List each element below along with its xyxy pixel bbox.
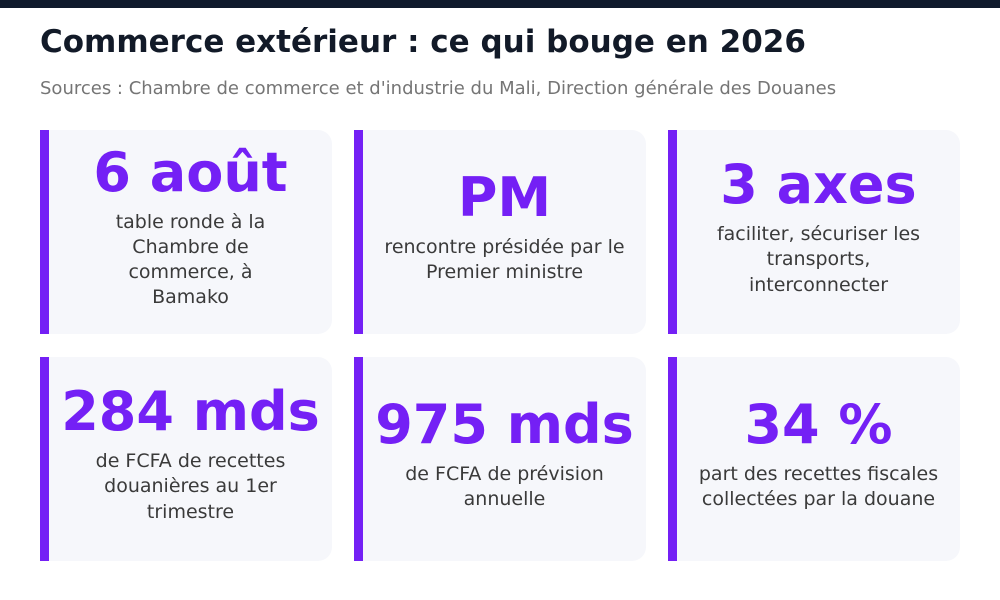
card-content: 6 août table ronde à la Chambre de comme… [49, 130, 332, 334]
card-accent-bar [668, 357, 677, 561]
card-accent-bar [40, 130, 49, 334]
page-subtitle: Sources : Chambre de commerce et d'indus… [40, 78, 837, 99]
card-accent-bar [668, 130, 677, 334]
stat-card-tax-share: 34 % part des recettes fiscales collecté… [668, 357, 960, 561]
card-content: PM rencontre présidée par le Premier min… [363, 130, 646, 334]
stat-cards-grid: 6 août table ronde à la Chambre de comme… [40, 130, 961, 561]
card-value: 34 % [744, 392, 893, 456]
stat-card-axes: 3 axes faciliter, sécuriser les transpor… [668, 130, 960, 334]
card-content: 34 % part des recettes fiscales collecté… [677, 357, 960, 561]
card-value: 3 axes [720, 153, 917, 217]
stat-card-annual-forecast: 975 mds de FCFA de prévision annuelle [354, 357, 646, 561]
card-value: 975 mds [375, 392, 634, 456]
card-description: de FCFA de recettes douanières au 1er tr… [95, 450, 286, 523]
stat-card-date: 6 août table ronde à la Chambre de comme… [40, 130, 332, 334]
card-value: PM [457, 165, 552, 229]
card-description: de FCFA de prévision annuelle [405, 462, 604, 510]
card-accent-bar [354, 357, 363, 561]
card-value: 6 août [93, 140, 288, 204]
card-content: 3 axes faciliter, sécuriser les transpor… [677, 130, 960, 334]
stat-card-pm: PM rencontre présidée par le Premier min… [354, 130, 646, 334]
card-value: 284 mds [61, 380, 320, 444]
card-accent-bar [40, 357, 49, 561]
card-description: part des recettes fiscales collectées pa… [698, 462, 939, 510]
card-content: 975 mds de FCFA de prévision annuelle [363, 357, 646, 561]
card-content: 284 mds de FCFA de recettes douanières a… [49, 357, 332, 561]
card-description: table ronde à la Chambre de commerce, à … [115, 210, 266, 309]
top-accent-bar [0, 0, 1000, 8]
stat-card-customs-revenue: 284 mds de FCFA de recettes douanières a… [40, 357, 332, 561]
card-description: faciliter, sécuriser les transports, int… [716, 223, 921, 296]
page-title: Commerce extérieur : ce qui bouge en 202… [40, 24, 806, 60]
card-accent-bar [354, 130, 363, 334]
card-description: rencontre présidée par le Premier minist… [384, 235, 625, 283]
